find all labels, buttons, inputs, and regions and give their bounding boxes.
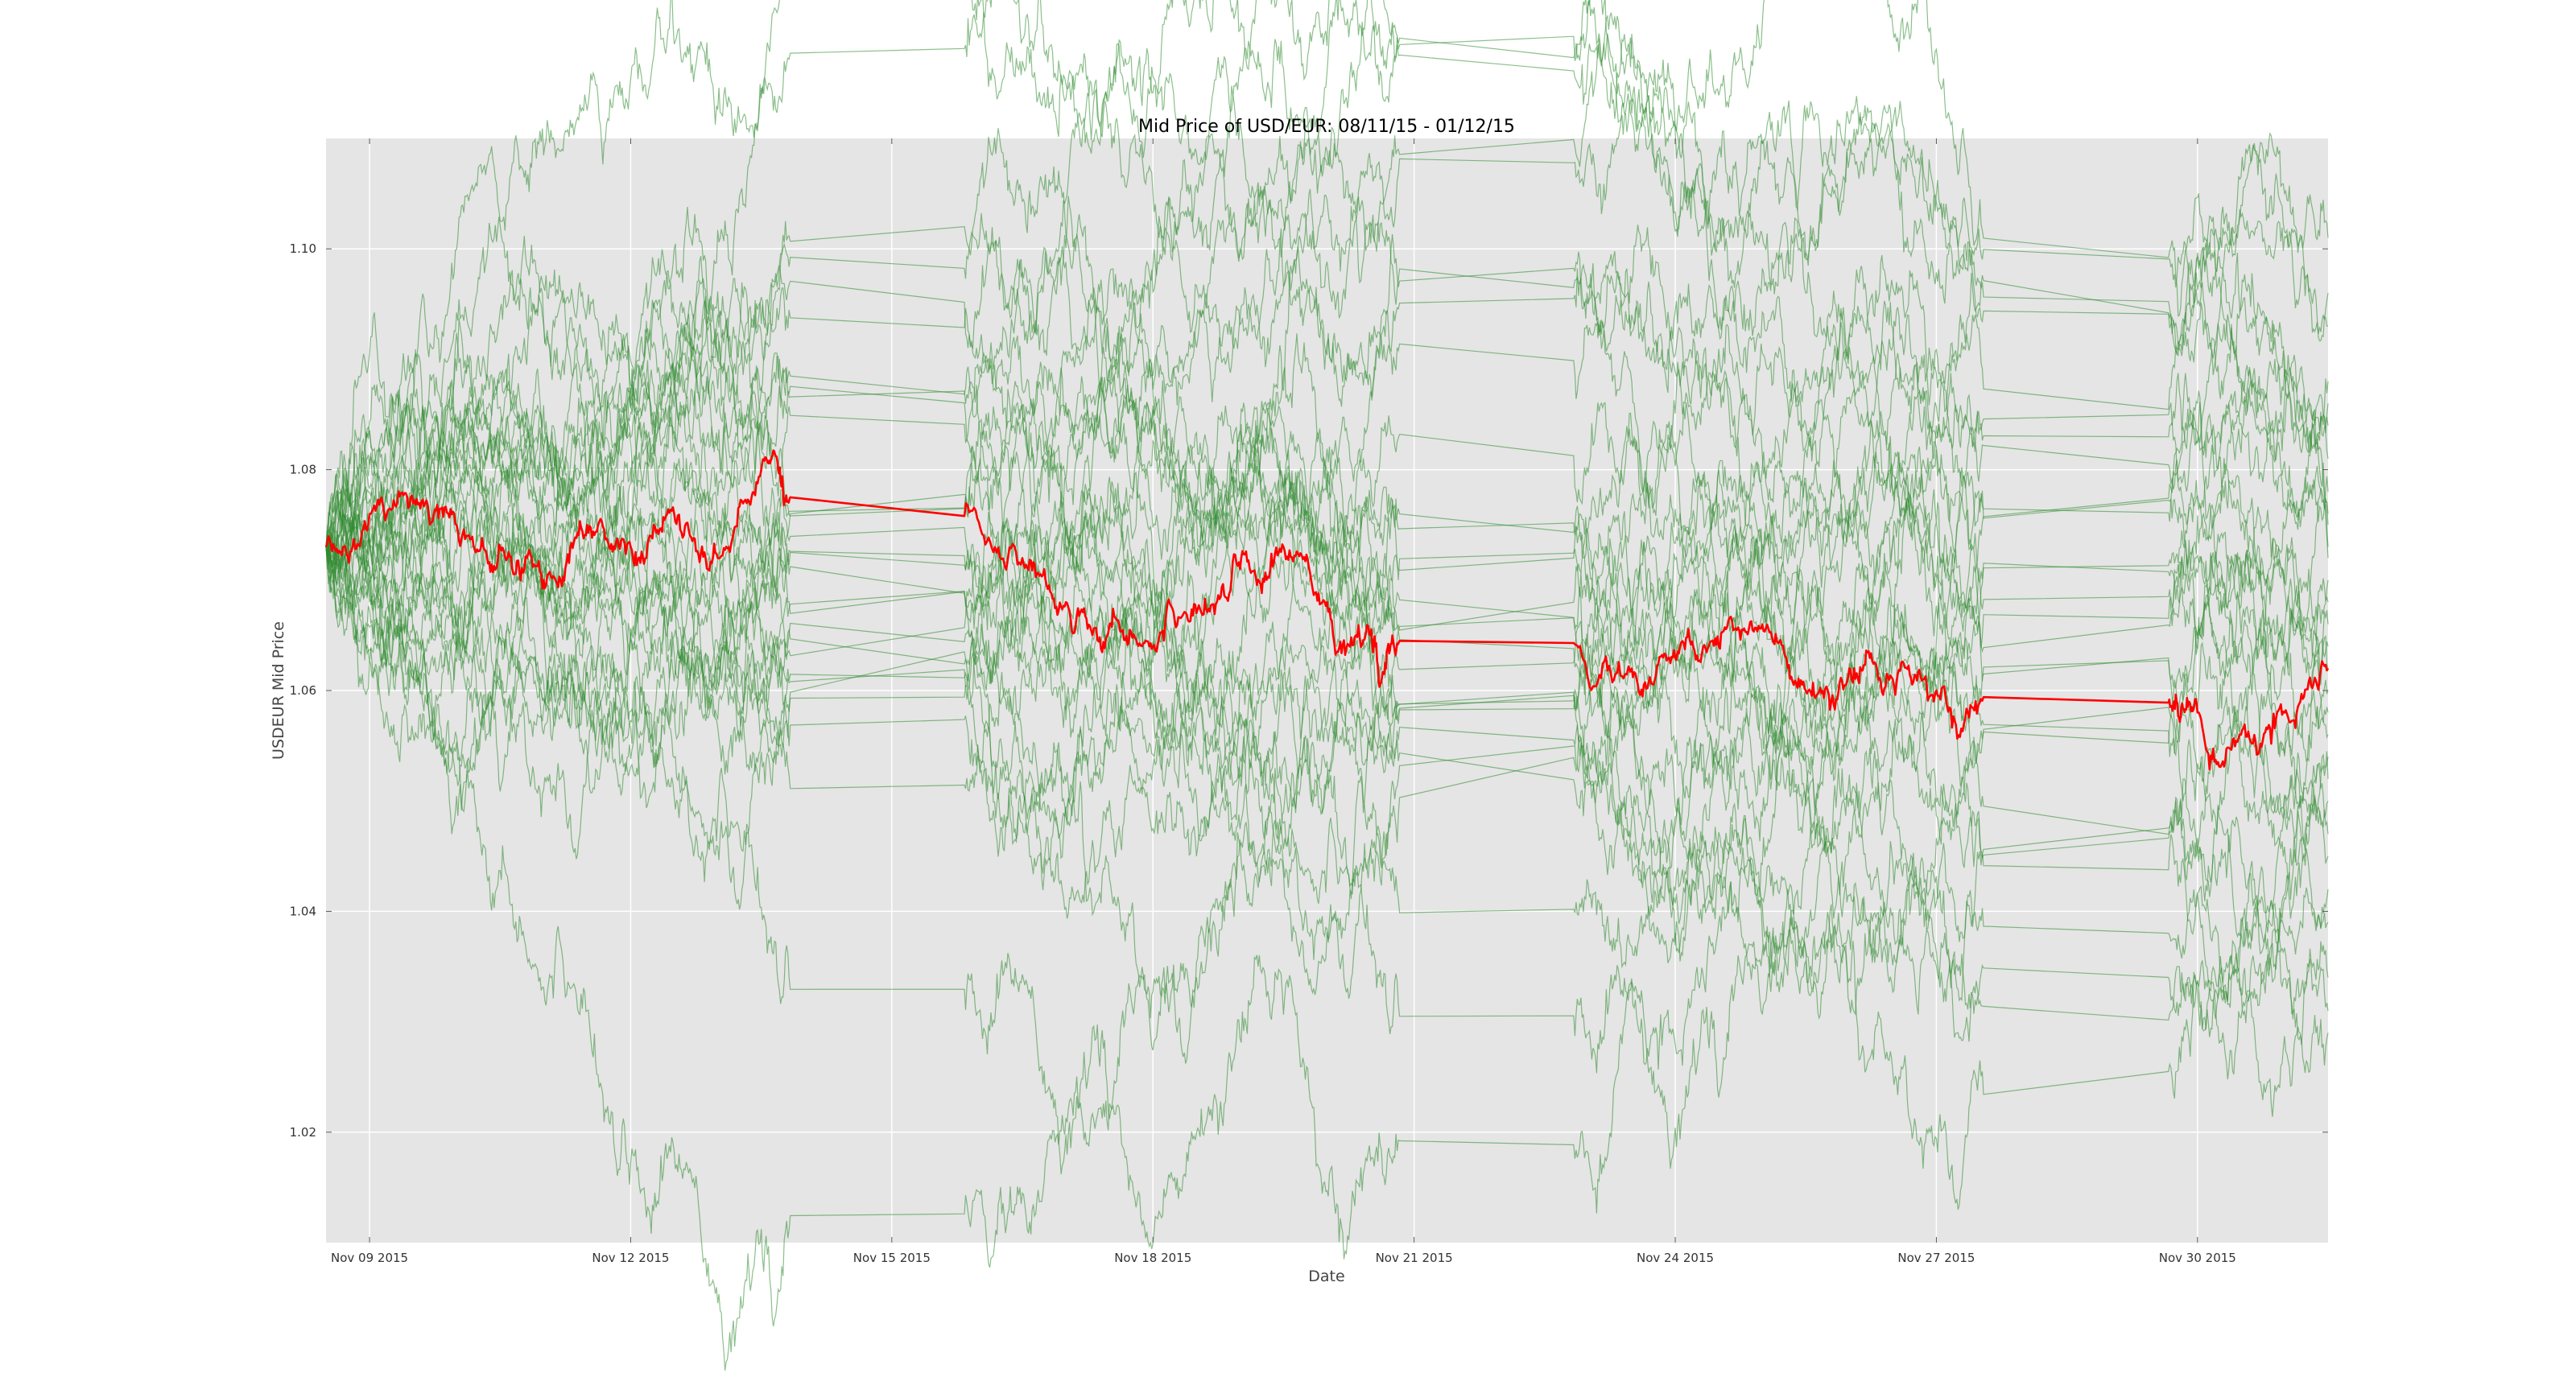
simulated-path-line	[325, 33, 2329, 633]
y-tick-label: 1.04	[290, 904, 316, 918]
simulated-path-line	[325, 455, 2329, 1020]
simulated-path-line	[325, 85, 2329, 670]
simulated-path-line	[325, 234, 2329, 623]
simulated-path-line	[325, 526, 2329, 1169]
x-tick-label: Nov 18 2015	[1114, 1251, 1191, 1265]
simulated-path-line	[325, 0, 2329, 566]
observed-price-line	[324, 449, 2330, 771]
simulated-path-line	[325, 332, 2329, 1037]
simulated-path-line	[325, 332, 2329, 1117]
simulated-path-line	[325, 431, 2329, 869]
simulated-path-line	[325, 353, 2329, 919]
simulated-paths	[325, 0, 2329, 1371]
y-tick-label: 1.02	[290, 1125, 316, 1140]
simulated-path-line	[325, 216, 2329, 1074]
x-tick-label: Nov 24 2015	[1637, 1251, 1714, 1265]
simulated-path-line	[325, 0, 2328, 573]
simulated-path-line	[325, 0, 2329, 594]
simulated-path-line	[325, 382, 2329, 775]
simulated-path-line	[325, 0, 2329, 583]
y-tick-label: 1.10	[290, 241, 316, 256]
observed-series	[324, 449, 2330, 771]
x-tick-label: Nov 09 2015	[331, 1251, 408, 1265]
simulated-path-line	[325, 427, 2329, 1210]
x-tick-label: Nov 21 2015	[1376, 1251, 1453, 1265]
y-axis-label: USDEUR Mid Price	[270, 621, 287, 760]
x-axis-label: Date	[1308, 1268, 1344, 1285]
simulated-path-line	[325, 307, 2329, 835]
x-tick-label: Nov 27 2015	[1897, 1251, 1975, 1265]
y-tick-label: 1.06	[290, 683, 316, 698]
x-tick-label: Nov 30 2015	[2159, 1251, 2236, 1265]
x-tick-label: Nov 15 2015	[853, 1251, 931, 1265]
y-tick-label: 1.08	[290, 463, 316, 477]
axis-ticks: Nov 09 2015 Nov 12 2015 Nov 15 2015 Nov 18 …	[290, 138, 2328, 1265]
x-tick-label: Nov 12 2015	[592, 1251, 669, 1265]
simulated-path-line	[325, 228, 2329, 910]
simulated-path-line	[325, 410, 2329, 903]
simulated-path-line	[325, 538, 2329, 1371]
chart-title: Mid Price of USD/EUR: 08/11/15 - 01/12/1…	[1138, 117, 1515, 137]
simulated-path-line	[325, 505, 2329, 980]
simulated-path-line	[325, 196, 2329, 766]
